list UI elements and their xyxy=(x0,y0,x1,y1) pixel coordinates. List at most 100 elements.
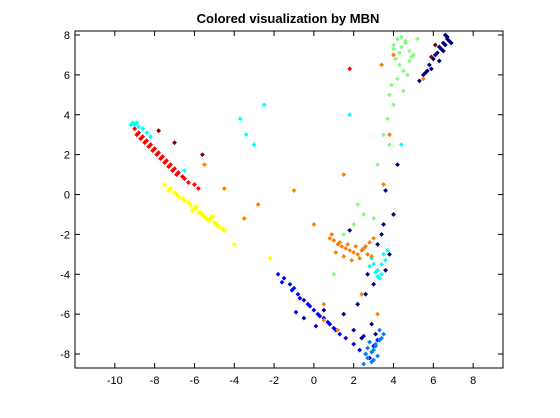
data-point xyxy=(301,297,307,303)
data-point xyxy=(361,245,367,251)
data-point xyxy=(188,202,193,207)
data-point xyxy=(311,222,317,227)
data-point xyxy=(317,313,323,319)
data-point xyxy=(379,335,384,341)
data-point xyxy=(337,239,343,245)
data-point xyxy=(407,48,412,54)
data-point xyxy=(138,136,144,142)
x-axis: -10 -8 -6 -4 -2 0 2 4 6 8 xyxy=(107,375,476,387)
x-tick-label: -8 xyxy=(150,375,160,387)
data-point xyxy=(281,275,287,281)
plot-area xyxy=(74,30,504,369)
data-point xyxy=(371,347,377,353)
data-point xyxy=(371,261,377,267)
data-point xyxy=(444,34,450,40)
data-point xyxy=(399,34,404,40)
x-tick-label: -4 xyxy=(229,375,239,387)
data-point xyxy=(140,126,146,132)
data-point xyxy=(313,323,319,329)
data-point xyxy=(363,351,369,357)
y-tick-label: -2 xyxy=(60,229,70,241)
data-point xyxy=(343,245,349,251)
data-point xyxy=(442,32,448,38)
data-point xyxy=(237,116,243,122)
data-point xyxy=(351,341,357,347)
data-point xyxy=(371,235,377,241)
data-point xyxy=(215,224,221,229)
data-point xyxy=(397,50,402,56)
data-point xyxy=(357,255,363,261)
data-point xyxy=(331,271,337,277)
data-point xyxy=(148,142,154,148)
data-point xyxy=(154,152,160,158)
data-point xyxy=(365,355,371,361)
data-point xyxy=(295,291,301,297)
data-point xyxy=(367,239,373,245)
data-point xyxy=(335,327,341,333)
data-point xyxy=(399,142,404,148)
data-point xyxy=(341,253,347,259)
data-point xyxy=(192,182,197,187)
data-point xyxy=(343,335,349,341)
data-point xyxy=(211,220,217,225)
data-point xyxy=(385,247,390,253)
data-point xyxy=(251,142,257,148)
data-point xyxy=(349,257,355,263)
data-point xyxy=(381,182,386,187)
series-7 xyxy=(132,66,353,191)
series-2 xyxy=(361,327,386,367)
data-point xyxy=(420,76,426,82)
series-0 xyxy=(301,32,454,341)
data-point xyxy=(383,188,388,193)
y-tick-label: -4 xyxy=(60,269,70,281)
data-point xyxy=(311,307,317,313)
data-point xyxy=(391,212,396,217)
data-point xyxy=(287,281,293,287)
data-point xyxy=(231,241,237,247)
data-point xyxy=(347,112,353,118)
series-4 xyxy=(331,34,420,277)
data-point xyxy=(387,142,392,148)
data-point xyxy=(166,164,171,169)
data-point xyxy=(371,281,377,287)
data-point xyxy=(267,255,273,261)
data-point xyxy=(448,40,454,46)
data-point xyxy=(428,54,434,60)
x-tick-label: -6 xyxy=(190,375,200,387)
data-point xyxy=(351,327,357,333)
data-point xyxy=(335,241,341,247)
data-point xyxy=(363,291,369,297)
data-point xyxy=(182,176,187,181)
data-point xyxy=(321,317,327,323)
data-point xyxy=(186,180,191,185)
data-point xyxy=(416,78,422,84)
data-point xyxy=(186,200,191,205)
data-point xyxy=(307,303,313,309)
data-point xyxy=(301,315,307,321)
data-point xyxy=(170,168,175,173)
x-tick-label: 8 xyxy=(470,375,476,387)
x-tick-label: 4 xyxy=(390,375,396,387)
x-tick-label: 0 xyxy=(311,375,317,387)
data-point xyxy=(381,331,386,337)
data-point xyxy=(275,271,281,277)
data-point xyxy=(359,291,365,297)
data-point xyxy=(351,249,357,255)
data-point xyxy=(397,62,402,68)
data-point xyxy=(168,162,173,168)
data-point xyxy=(196,186,201,191)
data-point xyxy=(213,222,219,227)
data-point xyxy=(395,36,400,42)
data-point xyxy=(377,327,382,333)
data-point xyxy=(331,237,337,243)
data-point xyxy=(333,249,339,255)
data-point xyxy=(128,122,134,128)
data-point xyxy=(355,301,361,307)
data-point xyxy=(383,257,388,263)
data-point xyxy=(383,267,388,273)
data-point xyxy=(365,345,371,351)
data-point xyxy=(395,162,400,168)
data-point xyxy=(200,212,205,217)
data-point xyxy=(365,251,371,257)
